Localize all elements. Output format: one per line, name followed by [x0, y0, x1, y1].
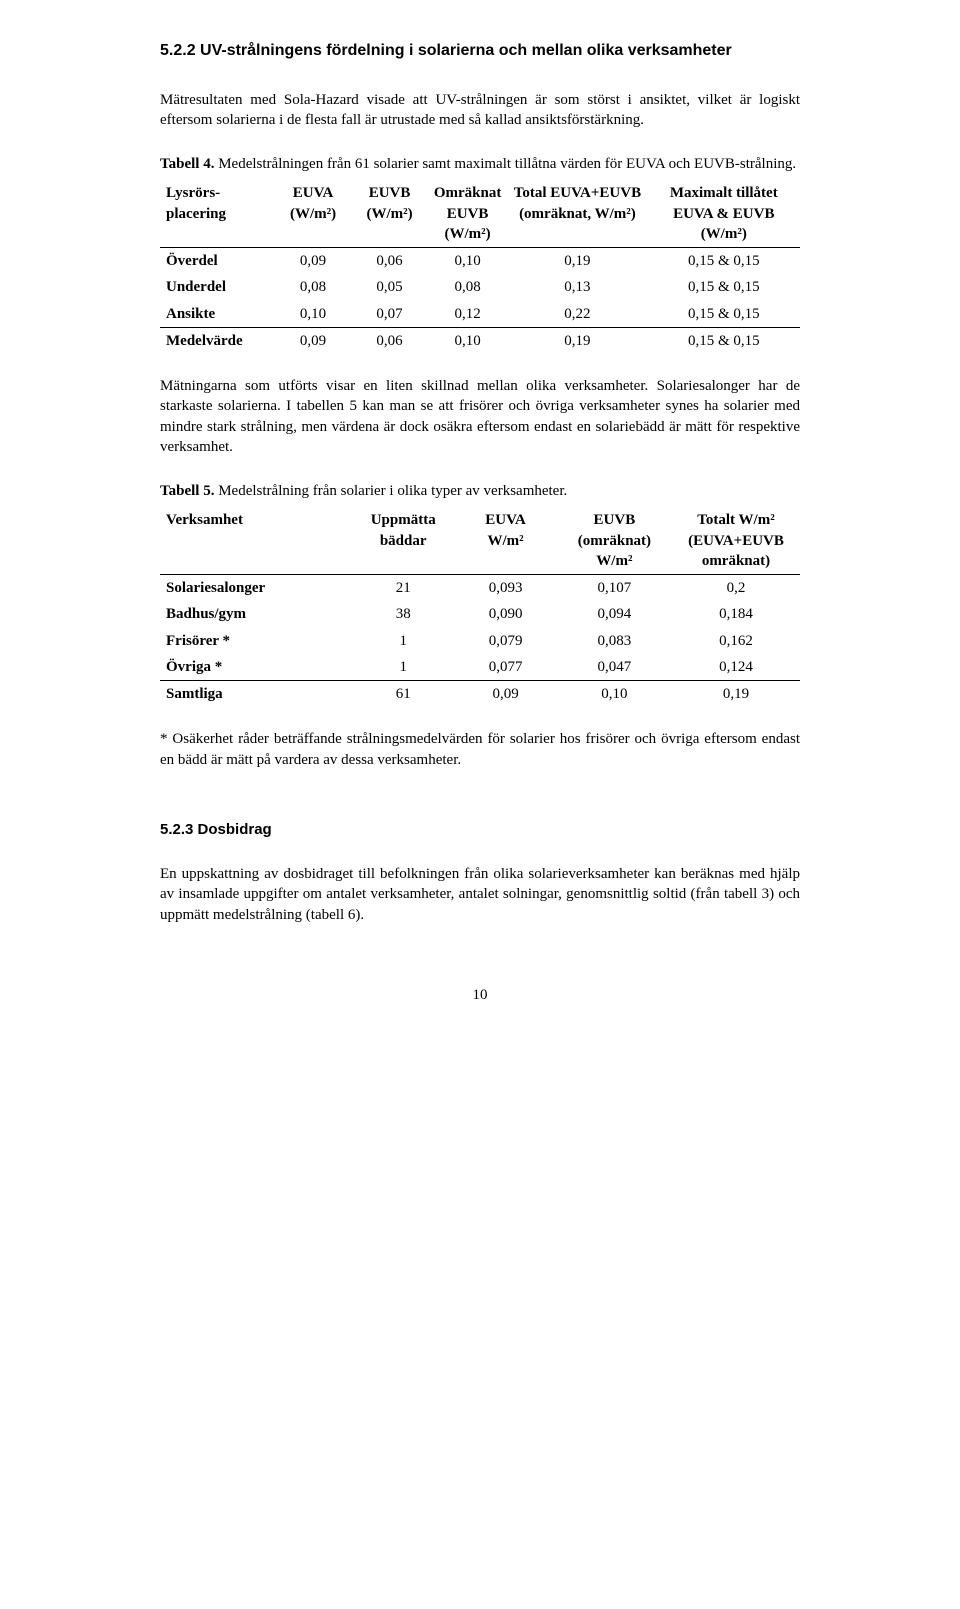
table5-h5: Totalt W/m²(EUVA+EUVBomräknat) [672, 507, 800, 574]
table4-cell: 0,15 & 0,15 [648, 274, 800, 300]
page-container: 5.2.2 UV-strålningens fördelning i solar… [80, 0, 880, 1065]
table4-cell: 0,15 & 0,15 [648, 301, 800, 328]
table5-h1: Verksamhet [160, 507, 352, 574]
table5-cell: 0,2 [672, 575, 800, 602]
table5-row: Övriga * 1 0,077 0,047 0,124 [160, 654, 800, 681]
table5-caption-label: Tabell 5. [160, 483, 214, 499]
heading-5-2-3: 5.2.3 Dosbidrag [160, 820, 800, 840]
table4-cell: 0,10 [275, 301, 352, 328]
table5-cell: 0,124 [672, 654, 800, 681]
table4-cell: 0,07 [351, 301, 428, 328]
table4-cell: 0,13 [507, 274, 647, 300]
table4-summary-label: Medelvärde [160, 327, 275, 354]
table4-h4: OmräknatEUVB(W/m²) [428, 180, 508, 247]
heading-5-2-2: 5.2.2 UV-strålningens fördelning i solar… [160, 40, 800, 62]
table5-summary-label: Samtliga [160, 681, 352, 708]
table5-h2: Uppmättabäddar [352, 507, 454, 574]
table5-row-label: Solariesalonger [160, 575, 352, 602]
table4-cell: 0,05 [351, 274, 428, 300]
table4-h5: Total EUVA+EUVB(omräknat, W/m²) [507, 180, 647, 247]
table4-row: Underdel 0,08 0,05 0,08 0,13 0,15 & 0,15 [160, 274, 800, 300]
table4-cell: 0,19 [507, 327, 647, 354]
table5-caption: Tabell 5. Medelstrålning från solarier i… [160, 481, 800, 501]
table5-cell: 1 [352, 654, 454, 681]
table4-row: Ansikte 0,10 0,07 0,12 0,22 0,15 & 0,15 [160, 301, 800, 328]
table5-cell: 1 [352, 628, 454, 654]
table4-caption: Tabell 4. Medelstrålningen från 61 solar… [160, 154, 800, 174]
table5-row-label: Badhus/gym [160, 601, 352, 627]
table4-row-label: Underdel [160, 274, 275, 300]
table4-cell: 0,06 [351, 327, 428, 354]
table4-cell: 0,09 [275, 248, 352, 275]
table5-cell: 0,09 [454, 681, 556, 708]
table5: Verksamhet Uppmättabäddar EUVAW/m² EUVB(… [160, 507, 800, 707]
table5-cell: 0,047 [557, 654, 672, 681]
table5-cell: 0,162 [672, 628, 800, 654]
table4-caption-label: Tabell 4. [160, 156, 214, 172]
table4-body: Överdel 0,09 0,06 0,10 0,19 0,15 & 0,15 … [160, 248, 800, 355]
table4-cell: 0,10 [428, 248, 508, 275]
table4-cell: 0,09 [275, 327, 352, 354]
paragraph-between-tables: Mätningarna som utförts visar en liten s… [160, 376, 800, 457]
table4-summary-row: Medelvärde 0,09 0,06 0,10 0,19 0,15 & 0,… [160, 327, 800, 354]
table4-caption-text: Medelstrålningen från 61 solarier samt m… [214, 156, 796, 172]
table4-row-label: Ansikte [160, 301, 275, 328]
table5-cell: 0,184 [672, 601, 800, 627]
table4-cell: 0,08 [428, 274, 508, 300]
table4-cell: 0,08 [275, 274, 352, 300]
table4-cell: 0,15 & 0,15 [648, 248, 800, 275]
table5-cell: 0,10 [557, 681, 672, 708]
table4-cell: 0,22 [507, 301, 647, 328]
table5-cell: 0,094 [557, 601, 672, 627]
table5-header-row: Verksamhet Uppmättabäddar EUVAW/m² EUVB(… [160, 507, 800, 574]
table4-h2: EUVA(W/m²) [275, 180, 352, 247]
table4-cell: 0,12 [428, 301, 508, 328]
table5-cell: 0,093 [454, 575, 556, 602]
table5-cell: 21 [352, 575, 454, 602]
table5-cell: 38 [352, 601, 454, 627]
table5-cell: 0,107 [557, 575, 672, 602]
table4-row-label: Överdel [160, 248, 275, 275]
table4-header-row: Lysrörs-placering EUVA(W/m²) EUVB(W/m²) … [160, 180, 800, 247]
table5-summary-row: Samtliga 61 0,09 0,10 0,19 [160, 681, 800, 708]
table5-cell: 0,090 [454, 601, 556, 627]
table4-cell: 0,10 [428, 327, 508, 354]
table4-h1: Lysrörs-placering [160, 180, 275, 247]
paragraph-intro-5-2-2: Mätresultaten med Sola-Hazard visade att… [160, 90, 800, 131]
table5-cell: 61 [352, 681, 454, 708]
table5-caption-text: Medelstrålning från solarier i olika typ… [214, 483, 567, 499]
page-number: 10 [160, 985, 800, 1005]
table4-cell: 0,15 & 0,15 [648, 327, 800, 354]
table4-row: Överdel 0,09 0,06 0,10 0,19 0,15 & 0,15 [160, 248, 800, 275]
table5-row: Frisörer * 1 0,079 0,083 0,162 [160, 628, 800, 654]
table5-row: Badhus/gym 38 0,090 0,094 0,184 [160, 601, 800, 627]
table5-cell: 0,083 [557, 628, 672, 654]
table4-h6: Maximalt tillåtetEUVA & EUVB(W/m²) [648, 180, 800, 247]
table4-cell: 0,06 [351, 248, 428, 275]
paragraph-5-2-3: En uppskattning av dosbidraget till befo… [160, 864, 800, 925]
table5-footnote: * Osäkerhet råder beträffande strålnings… [160, 729, 800, 770]
table4-h3: EUVB(W/m²) [351, 180, 428, 247]
table5-cell: 0,19 [672, 681, 800, 708]
table5-h3: EUVAW/m² [454, 507, 556, 574]
table5-h4: EUVB(omräknat)W/m² [557, 507, 672, 574]
table5-row-label: Övriga * [160, 654, 352, 681]
table4: Lysrörs-placering EUVA(W/m²) EUVB(W/m²) … [160, 180, 800, 354]
table5-row-label: Frisörer * [160, 628, 352, 654]
table5-cell: 0,077 [454, 654, 556, 681]
table4-cell: 0,19 [507, 248, 647, 275]
table5-row: Solariesalonger 21 0,093 0,107 0,2 [160, 575, 800, 602]
table5-cell: 0,079 [454, 628, 556, 654]
table5-body: Solariesalonger 21 0,093 0,107 0,2 Badhu… [160, 575, 800, 708]
